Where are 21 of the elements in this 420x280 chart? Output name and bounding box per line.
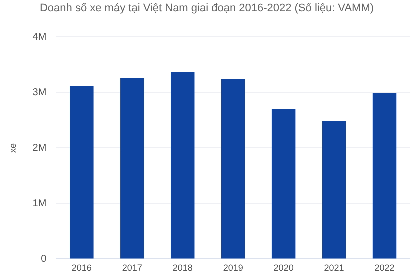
bar bbox=[171, 72, 195, 259]
y-tick-label: 4M bbox=[32, 32, 47, 43]
x-tick-label: 2020 bbox=[274, 263, 294, 274]
bar bbox=[272, 109, 296, 259]
bar bbox=[372, 93, 397, 259]
bar bbox=[120, 78, 144, 259]
x-tick-label: 2021 bbox=[324, 263, 344, 274]
y-tick-label: 3M bbox=[32, 87, 47, 98]
bar bbox=[70, 86, 94, 259]
y-tick-label: 0 bbox=[41, 254, 48, 265]
bar bbox=[322, 121, 346, 259]
y-tick-label: 1M bbox=[32, 198, 47, 210]
bar bbox=[221, 79, 246, 259]
x-tick-label: 2017 bbox=[122, 263, 142, 274]
chart-title: Doanh số xe máy tại Việt Nam giai đoạn 2016-2022 (Số liệu: VAMM) bbox=[40, 2, 374, 15]
x-tick-label: 2018 bbox=[172, 263, 193, 274]
x-tick-label: 2016 bbox=[72, 263, 92, 274]
x-tick-label: 2019 bbox=[223, 263, 244, 274]
y-tick-label: 2M bbox=[32, 142, 47, 154]
y-axis-title: xe bbox=[8, 143, 18, 153]
x-tick-label: 2022 bbox=[374, 263, 395, 274]
